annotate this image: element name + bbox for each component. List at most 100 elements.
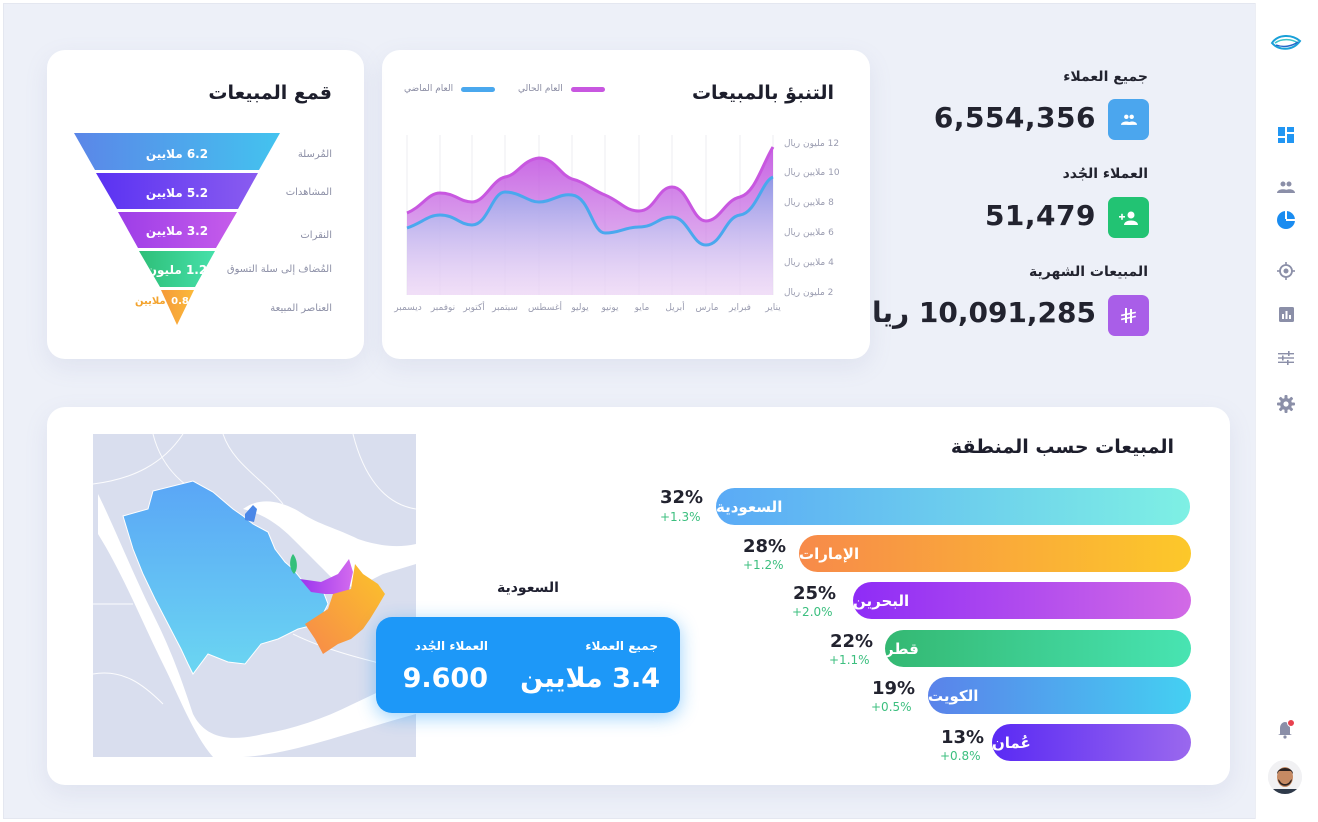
funnel-value-clicks: 3.2 ملايين [145, 224, 209, 238]
sea-red [98, 494, 416, 757]
sidebar-item-settings[interactable] [1256, 392, 1316, 416]
x-tick-sep: سبتمبر [492, 303, 518, 313]
x-tick-nov: نوفمبر [430, 303, 456, 313]
sidebar-item-users[interactable] [1256, 175, 1316, 199]
sliders-icon [1278, 351, 1294, 365]
x-tick-jan: يناير [765, 303, 781, 313]
x-tick-oct: أكتوبر [463, 303, 485, 313]
region-bar-bahrain[interactable]: البحرين [853, 582, 1191, 619]
sidebar [1255, 3, 1315, 819]
funnel-label-sent: المُرسلة [297, 149, 332, 160]
region-delta-saudi: +1.3% [660, 510, 701, 524]
gcc-map[interactable] [93, 434, 416, 757]
y-tick-2: 2 مليون ريال [784, 288, 834, 298]
legend-swatch-last [461, 86, 496, 92]
kpi-icon-new-customers [1108, 197, 1149, 238]
users-icon [1120, 114, 1137, 125]
funnel-stage-sold [161, 290, 194, 325]
x-tick-mar: مارس [695, 303, 719, 313]
x-tick-may: مايو [634, 303, 650, 313]
map-region-qatar [290, 554, 297, 574]
funnel-value-sold: 0.8 [171, 296, 189, 307]
sidebar-item-targets[interactable] [1256, 259, 1316, 283]
funnel-stage-sent [74, 133, 280, 170]
funnel-chart [74, 133, 280, 325]
region-pct-oman: 13% [941, 727, 985, 748]
region-bar-uae[interactable]: الإمارات [799, 535, 1191, 572]
kpi-value-total-customers: 6,554,356 [933, 101, 1096, 134]
map-region-oman [305, 564, 385, 654]
pie-chart-icon [1277, 211, 1295, 229]
region-delta-qatar: +1.1% [829, 653, 870, 667]
sidebar-item-analytics[interactable] [1256, 302, 1316, 326]
avatar[interactable] [1268, 760, 1302, 794]
funnel-stage-clicks [118, 212, 237, 248]
kpi-label-monthly-sales: المبيعات الشهرية [1029, 264, 1148, 280]
sidebar-item-dashboard[interactable] [1256, 123, 1316, 147]
riyal-icon [1120, 307, 1136, 323]
dashboard-icon [1278, 127, 1294, 143]
x-tick-feb: فبراير [729, 303, 751, 313]
forecast-title: التنبؤ بالمبيعات [691, 82, 834, 104]
funnel-label-clicks: النقرات [300, 230, 332, 241]
selected-country-label: السعودية [497, 580, 559, 596]
region-delta-uae: +1.2% [743, 558, 784, 572]
funnel-stage-views [96, 173, 258, 209]
region-pct-bahrain: 25% [793, 583, 837, 604]
funnel-value-cart: 1.2 مليون [146, 263, 208, 277]
region-bar-saudi[interactable]: السعودية [716, 488, 1190, 525]
funnel-value-sent: 6.2 ملايين [145, 147, 209, 161]
target-icon [1277, 262, 1295, 280]
region-title: المبيعات حسب المنطقة [950, 436, 1174, 458]
legend-swatch-current [570, 86, 605, 92]
bell-icon [1278, 719, 1295, 739]
region-pct-qatar: 22% [830, 631, 874, 652]
funnel-value-views: 5.2 ملايين [145, 186, 209, 200]
forecast-area-chart [406, 135, 775, 295]
leaf-logo-icon[interactable] [1256, 31, 1316, 55]
popup-total-value: 3.4 ملايين [520, 663, 660, 694]
country-info-popup: جميع العملاء 3.4 ملايين العملاء الجُدد 9… [376, 617, 680, 713]
region-pct-uae: 28% [743, 536, 787, 557]
y-tick-10: 10 ملايين ريال [784, 168, 840, 178]
funnel-value-sold-unit: ملايين [135, 296, 166, 307]
last-year-line [406, 175, 774, 247]
funnel-label-sold: العناصر المبيعة [270, 303, 332, 314]
region-bar-qatar[interactable]: قطر [885, 630, 1191, 667]
current-year-line [406, 146, 775, 223]
y-tick-8: 8 ملايين ريال [784, 198, 834, 208]
notifications-button[interactable] [1256, 717, 1316, 741]
sidebar-item-reports[interactable] [1256, 208, 1316, 232]
kpi-icon-total-customers [1108, 99, 1149, 140]
region-delta-oman: +0.8% [940, 749, 981, 763]
kpi-value-new-customers: 51,479 [984, 199, 1096, 232]
region-delta-kuwait: +0.5% [871, 700, 912, 714]
funnel-label-views: المشاهدات [285, 187, 332, 198]
legend-label-current: العام الحالي [518, 84, 563, 94]
popup-new-label: العملاء الجُدد [414, 639, 488, 653]
region-bar-kuwait[interactable]: الكويت [928, 677, 1191, 714]
region-pct-kuwait: 19% [872, 678, 916, 699]
user-avatar-icon [1268, 760, 1302, 794]
map-region-uae [300, 559, 353, 594]
legend-last-year[interactable]: العام الماضي [404, 84, 496, 94]
funnel-stage-cart [139, 251, 215, 287]
legend-label-last: العام الماضي [404, 84, 454, 94]
funnel-title: قمع المبيعات [208, 82, 332, 104]
y-tick-12: 12 مليون ريال [784, 139, 840, 149]
kpi-label-total-customers: جميع العملاء [1063, 69, 1148, 85]
map-region-kuwait [245, 505, 257, 522]
users-icon [1277, 181, 1295, 193]
region-delta-bahrain: +2.0% [792, 605, 833, 619]
popup-new-value: 9.600 [402, 663, 488, 694]
y-tick-6: 6 ملايين ريال [784, 228, 834, 238]
x-tick-jul: يوليو [571, 303, 589, 313]
funnel-label-cart: المُضاف إلى سلة التسوق [226, 264, 332, 275]
legend-current-year[interactable]: العام الحالي [518, 84, 605, 94]
sidebar-item-filters[interactable] [1256, 346, 1316, 370]
last-year-area [407, 177, 773, 295]
region-bar-oman[interactable]: عُمان [992, 724, 1191, 761]
x-tick-aug: أغسطس [527, 303, 563, 313]
x-tick-jun: يونيو [601, 303, 619, 313]
add-user-icon [1118, 211, 1138, 225]
